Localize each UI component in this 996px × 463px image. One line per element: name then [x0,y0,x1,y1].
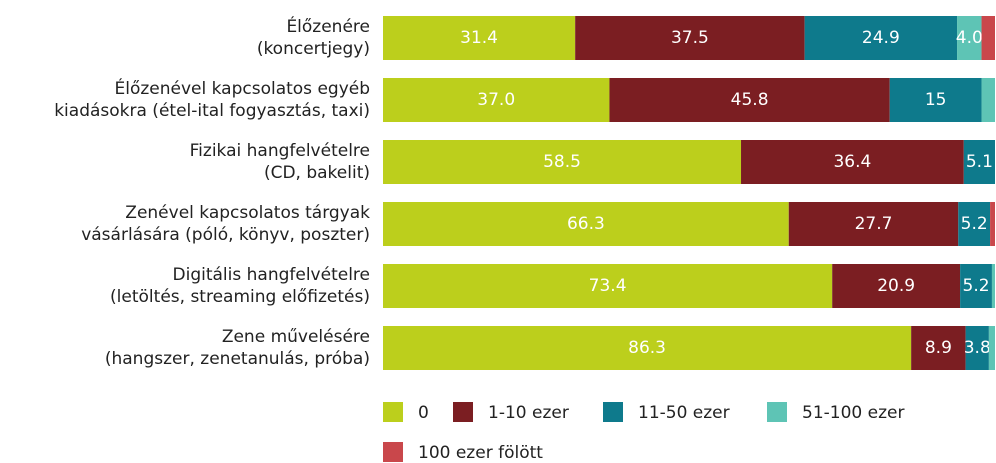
bar-segment [383,202,789,246]
bar-segment [804,16,958,60]
value-label: 5.1 [966,152,993,172]
category-label: (CD, bakelit) [264,163,370,183]
legend-label: 1-10 ezer [488,403,569,423]
category-label: Zenével kapcsolatos tárgyak [125,203,370,223]
legend-swatch [767,402,787,422]
bar-segment [965,326,989,370]
category-label: Digitális hangfelvételre [173,265,370,285]
value-label: 66.3 [567,214,605,234]
category-label: (koncertjegy) [257,39,370,59]
value-label: 86.3 [628,338,666,358]
bar-segment [741,140,964,184]
bar-segment [957,16,982,60]
bar-segment [991,264,995,308]
bar-segment [383,140,742,184]
value-label: 37.0 [477,90,515,110]
value-label: 20.9 [877,276,915,296]
category-label: vásárlására (póló, könyv, poszter) [81,225,370,245]
bar-segment [988,326,995,370]
legend-label: 0 [418,403,429,423]
legend-label: 51-100 ezer [802,403,904,423]
value-label: 5.2 [963,276,990,296]
bar-segment [832,264,961,308]
value-label: 4.0 [956,28,983,48]
category-label: (hangszer, zenetanulás, próba) [105,349,370,369]
legend-swatch [453,402,473,422]
bar-segment [911,326,966,370]
bar-segment [383,326,912,370]
legend-swatch [383,402,403,422]
category-label: Zene művelésére [222,327,370,347]
bar-segment [383,78,610,122]
category-label: Élőzenével kapcsolatos egyéb [114,77,370,99]
bar-segment [609,78,890,122]
category-label: (letöltés, streaming előfizetés) [110,287,370,307]
value-label: 24.9 [862,28,900,48]
bar-segment [575,16,805,60]
value-label: 5.2 [961,214,988,234]
category-label: Fizikai hangfelvételre [190,141,370,161]
bar-segment [960,264,992,308]
value-label: 3.8 [964,338,991,358]
value-label: 27.7 [855,214,893,234]
value-label: 15 [925,90,947,110]
value-label: 73.4 [589,276,627,296]
bar-segment [981,16,995,60]
value-label: 36.4 [833,152,871,172]
bar-segment [990,202,995,246]
legend-swatch [383,442,403,462]
legend-label: 100 ezer fölött [418,443,543,463]
bar-segment [788,202,959,246]
value-label: 8.9 [925,338,952,358]
category-label: Élőzenére [286,15,370,37]
bar-segment [889,78,982,122]
bar-segment [963,140,995,184]
value-label: 31.4 [460,28,498,48]
bar-segment [383,264,833,308]
legend-swatch [603,402,623,422]
bar-segment [981,78,995,122]
bar-segment [958,202,991,246]
legend-label: 11-50 ezer [638,403,730,423]
value-label: 58.5 [543,152,581,172]
bar-segment [383,16,576,60]
category-label: kiadásokra (étel-ital fogyasztás, taxi) [54,101,370,121]
value-label: 37.5 [671,28,709,48]
value-label: 45.8 [731,90,769,110]
